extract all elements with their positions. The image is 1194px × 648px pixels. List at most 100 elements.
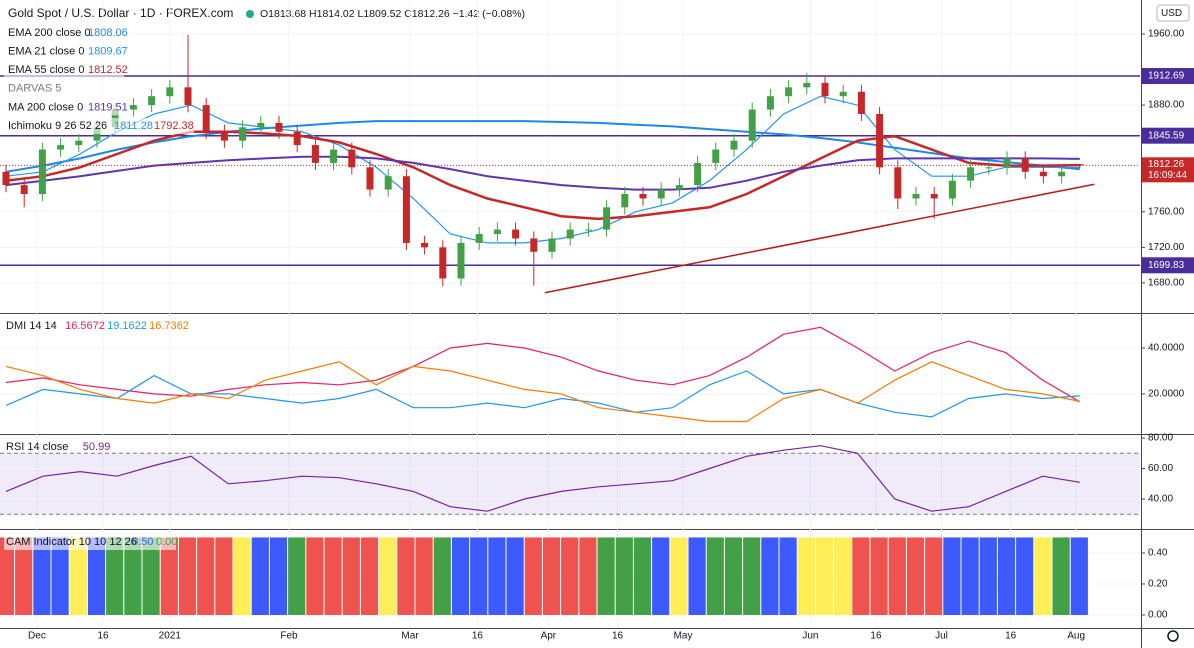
cam-bar xyxy=(0,537,15,615)
candle-body xyxy=(821,82,829,97)
candle-body xyxy=(1039,171,1047,177)
symbol-title: Gold Spot / U.S. Dollar · 1D · FOREX.com xyxy=(8,6,233,20)
cam-bar xyxy=(979,537,997,615)
candle-body xyxy=(967,167,975,181)
cam-bar xyxy=(306,537,324,615)
countdown-label: 16:09:44 xyxy=(1148,170,1187,181)
x-tick-label: Mar xyxy=(401,631,419,642)
cam-bar xyxy=(761,537,779,615)
x-tick-label: Dec xyxy=(28,631,46,642)
candle-body xyxy=(657,189,665,199)
cam-bar xyxy=(870,537,888,615)
x-tick-label: May xyxy=(674,631,693,642)
level-tag xyxy=(1142,257,1194,274)
candle-body xyxy=(457,242,465,279)
candle-body xyxy=(603,207,611,230)
legend-value: 1808.06 xyxy=(88,27,128,39)
candle-body xyxy=(2,171,10,186)
cam-bar xyxy=(906,537,925,615)
candle-body xyxy=(330,149,338,163)
cam-bar xyxy=(652,537,670,615)
candle-body xyxy=(930,194,938,199)
candle-body xyxy=(75,140,83,146)
candle-body xyxy=(202,105,210,132)
legend-name: EMA 21 close 0 xyxy=(8,46,84,58)
legend-name: EMA 55 close 0 xyxy=(8,64,84,76)
candle-body xyxy=(584,229,592,231)
candle-body xyxy=(712,149,720,163)
candle-body xyxy=(475,234,483,243)
y-tick-label: 1960.00 xyxy=(1148,29,1185,40)
candle-body xyxy=(439,247,447,279)
candle-body xyxy=(384,176,392,190)
level-label: 1699.83 xyxy=(1148,260,1185,271)
cam-bar xyxy=(579,537,597,615)
candle-body xyxy=(839,91,847,97)
candle-body xyxy=(548,238,556,252)
cam-bar xyxy=(834,537,852,615)
cam-bar xyxy=(69,537,87,615)
cam-bar xyxy=(342,537,360,615)
x-tick-label: Jul xyxy=(935,631,948,642)
cam-bar xyxy=(379,537,397,615)
y-tick-label: 20.0000 xyxy=(1148,389,1185,400)
y-tick-label: 40.00 xyxy=(1148,494,1173,505)
candle-body xyxy=(257,122,265,128)
cam-bar xyxy=(888,537,906,615)
last-price-tag xyxy=(1142,157,1194,183)
cam-bar xyxy=(688,537,706,615)
legend-value: 16.5672 xyxy=(65,320,105,332)
cam-bar xyxy=(178,537,197,615)
settings-icon[interactable] xyxy=(1167,630,1179,642)
cam-bar xyxy=(33,537,51,615)
indicator-line xyxy=(5,120,1080,173)
cam-bar xyxy=(15,537,33,615)
legend-value: 50.99 xyxy=(83,441,111,453)
cam-bar xyxy=(51,537,69,615)
x-tick-label: 16 xyxy=(612,631,624,642)
y-tick-label: 60.00 xyxy=(1148,463,1173,474)
last-price-label: 1812.26 xyxy=(1148,159,1185,170)
cam-bar xyxy=(1016,537,1034,615)
cam-bar xyxy=(597,537,615,615)
cam-bar xyxy=(706,537,724,615)
candle-body xyxy=(948,180,956,199)
x-tick-label: Apr xyxy=(541,631,557,642)
indicator-line xyxy=(5,155,1080,191)
candle-body xyxy=(512,229,520,239)
cam-bar xyxy=(87,537,106,615)
candle-body xyxy=(129,105,137,110)
candle-body xyxy=(184,87,192,106)
currency-button[interactable] xyxy=(1156,4,1190,22)
x-tick-label: 16 xyxy=(1005,631,1017,642)
cam-bar xyxy=(470,537,488,615)
cam-bar xyxy=(997,537,1016,615)
indicator-line xyxy=(5,95,1080,244)
x-tick-label: Jun xyxy=(802,631,818,642)
candle-body xyxy=(785,87,793,97)
legend-value: 19.1622 xyxy=(107,320,147,332)
candle-body xyxy=(421,242,429,248)
y-tick-label: 0.20 xyxy=(1148,579,1168,590)
cam-bar xyxy=(615,537,633,615)
candle-body xyxy=(239,127,247,141)
level-tag xyxy=(1142,127,1194,144)
cam-bar xyxy=(288,537,306,615)
y-tick-label: 1880.00 xyxy=(1148,100,1185,111)
legend-name: DARVAS 5 xyxy=(8,83,61,95)
panel-title: RSI 14 close xyxy=(6,441,68,453)
x-tick-label: 2021 xyxy=(159,631,182,642)
candle-body xyxy=(311,145,319,163)
legend-name: Ichimoku 9 26 52 26 xyxy=(8,120,107,132)
y-tick-label: 1680.00 xyxy=(1148,278,1185,289)
cam-bar xyxy=(961,537,979,615)
candle-body xyxy=(985,167,993,169)
currency[interactable]: USD xyxy=(1161,8,1182,19)
cam-bar xyxy=(724,537,743,615)
x-tick-label: 16 xyxy=(870,631,882,642)
cam-bar xyxy=(852,537,870,615)
candle-body xyxy=(148,96,156,106)
candle-body xyxy=(566,229,574,239)
cam-bar xyxy=(251,537,269,615)
